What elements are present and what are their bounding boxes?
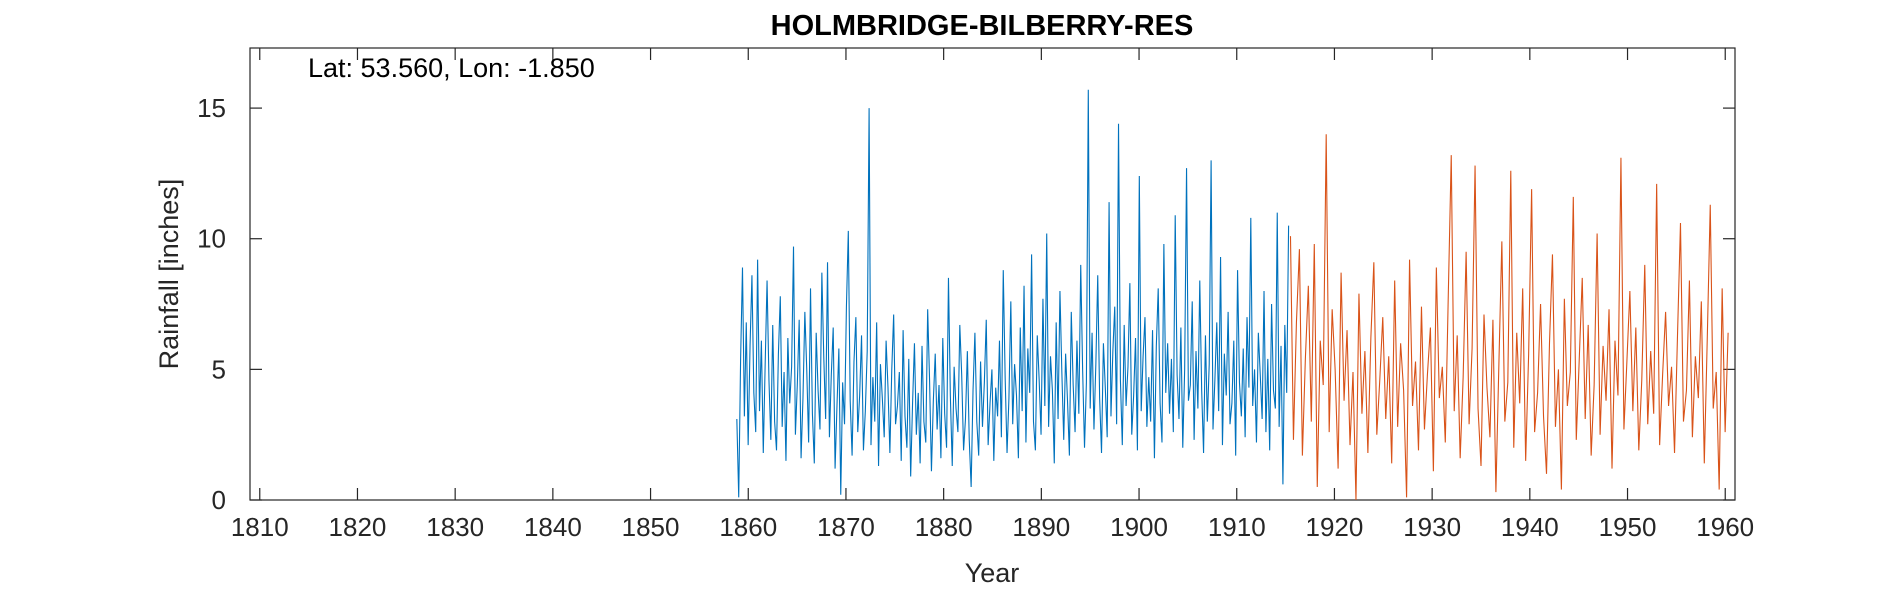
x-tick-label: 1840 [524, 512, 582, 542]
x-tick-label: 1870 [817, 512, 875, 542]
x-tick-label: 1940 [1501, 512, 1559, 542]
x-tick-label: 1860 [719, 512, 777, 542]
y-tick-label: 15 [197, 93, 226, 123]
x-tick-label: 1880 [915, 512, 973, 542]
x-tick-label: 1900 [1110, 512, 1168, 542]
y-axis-label: Rainfall [inches] [154, 179, 184, 370]
x-tick-label: 1960 [1696, 512, 1754, 542]
y-tick-label: 10 [197, 224, 226, 254]
y-tick-label: 0 [212, 485, 226, 515]
x-axis-label: Year [965, 558, 1020, 588]
location-annotation: Lat: 53.560, Lon: -1.850 [308, 53, 595, 83]
y-tick-label: 5 [212, 354, 226, 384]
x-tick-label: 1820 [329, 512, 387, 542]
plot-area-frame [249, 47, 1736, 501]
x-tick-label: 1850 [622, 512, 680, 542]
x-tick-label: 1930 [1403, 512, 1461, 542]
x-tick-label: 1950 [1599, 512, 1657, 542]
x-tick-label: 1830 [426, 512, 484, 542]
x-tick-label: 1810 [231, 512, 289, 542]
x-tick-label: 1890 [1012, 512, 1070, 542]
rainfall-series-line-2 [1289, 134, 1729, 501]
chart-title: HOLMBRIDGE-BILBERRY-RES [771, 10, 1194, 42]
y-axis: 0 5 10 15 [197, 93, 1735, 515]
series-layer [736, 89, 1729, 501]
x-tick-label: 1910 [1208, 512, 1266, 542]
x-tick-label: 1920 [1306, 512, 1364, 542]
x-axis: 1810 1820 1830 1840 1850 1860 1870 1880 1890 1900… [231, 48, 1754, 542]
rainfall-series-line-1 [736, 89, 1290, 498]
